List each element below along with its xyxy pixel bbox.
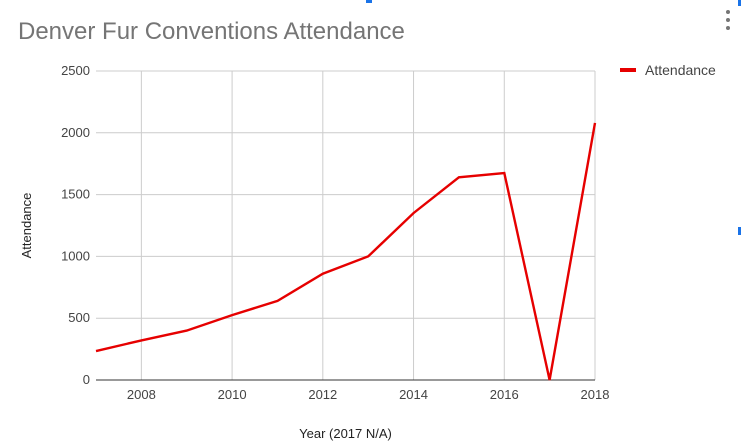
x-axis-title: Year (2017 N/A)	[299, 426, 392, 441]
x-tick-label-2008: 2008	[127, 387, 156, 402]
x-tick-label-2014: 2014	[399, 387, 428, 402]
selection-handle-right-top[interactable]	[738, 0, 741, 6]
gridlines	[96, 70, 596, 380]
selection-handle-right[interactable]	[738, 227, 741, 235]
y-axis-title: Attendance	[19, 193, 34, 259]
x-tick-label-2010: 2010	[218, 387, 247, 402]
x-tick-label-2012: 2012	[308, 387, 337, 402]
y-tick-labels: 0 500 1000 1500 2000 2500	[61, 63, 90, 387]
x-tick-label-2018: 2018	[581, 387, 610, 402]
series-line-0[interactable]	[95, 122, 597, 381]
y-tick-label-1000: 1000	[61, 248, 90, 263]
legend-label: Attendance	[645, 62, 716, 78]
ellipsis-dot	[726, 18, 730, 22]
y-tick-label-1500: 1500	[61, 187, 90, 202]
vertical-ellipsis-icon	[726, 10, 730, 14]
legend-swatch	[620, 68, 636, 72]
y-tick-label-0: 0	[83, 372, 90, 387]
selection-handle-top[interactable]	[366, 0, 372, 3]
chart-title: Denver Fur Conventions Attendance	[18, 18, 405, 45]
chart-menu-button[interactable]	[721, 8, 735, 34]
legend-item-attendance[interactable]: Attendance	[620, 61, 716, 79]
x-tick-labels: 2008 2010 2012 2014 2016 2018	[127, 387, 610, 402]
x-tick-label-2016: 2016	[490, 387, 519, 402]
y-tick-label-2500: 2500	[61, 63, 90, 78]
series-lines	[95, 122, 597, 381]
y-tick-label-500: 500	[68, 310, 90, 325]
y-tick-label-2000: 2000	[61, 125, 90, 140]
ellipsis-dot	[726, 26, 730, 30]
